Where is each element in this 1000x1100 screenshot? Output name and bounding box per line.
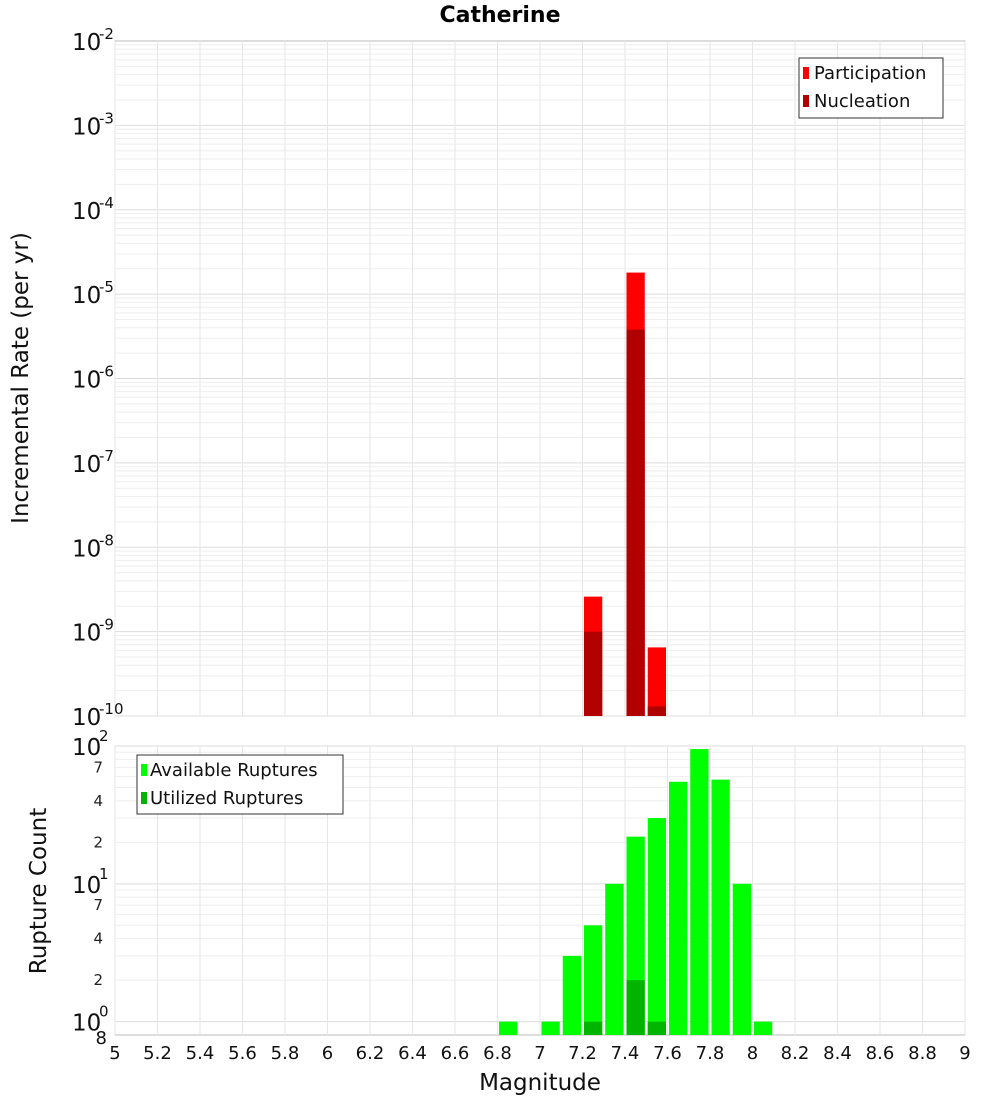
y-minor-tick-label: 4 (93, 792, 103, 810)
y-tick-exponent: -7 (99, 447, 114, 465)
x-tick-label: 7.2 (568, 1043, 597, 1064)
available-ruptures-bar (605, 883, 624, 1035)
y-tick-label: 10 (72, 114, 101, 140)
y-tick-exponent: -10 (99, 700, 124, 718)
legend-swatch-utilized (141, 792, 147, 804)
rate-grid (114, 41, 966, 717)
y-tick-exponent: -3 (99, 109, 114, 127)
y-tick-label: 10 (72, 452, 101, 478)
x-tick-label: 7 (534, 1043, 545, 1064)
y-minor-tick-label: 4 (93, 930, 103, 948)
y-tick-exponent: -8 (99, 531, 114, 549)
utilized-ruptures-bar (647, 1021, 667, 1035)
nucleation-bar (626, 329, 645, 716)
y-tick-exponent: 0 (99, 1003, 109, 1021)
x-tick-label: 5.4 (186, 1043, 215, 1064)
y-minor-tick-label: 8 (96, 1028, 107, 1049)
available-ruptures-bar (732, 883, 752, 1035)
y-tick-exponent: 1 (99, 865, 109, 883)
x-tick-label: 6.6 (441, 1043, 470, 1064)
x-tick-label: 7.6 (653, 1043, 682, 1064)
rate-legend-box (798, 57, 944, 119)
available-ruptures-bar (690, 749, 709, 1035)
y-tick-exponent: -4 (99, 194, 114, 212)
rate-y-axis-label: Incremental Rate (per yr) (8, 232, 34, 524)
x-tick-label: 8.2 (781, 1043, 810, 1064)
y-tick-exponent: -9 (99, 616, 114, 634)
y-tick-exponent: -5 (99, 278, 114, 296)
available-ruptures-bar (668, 781, 688, 1035)
rate-bars (583, 272, 667, 716)
x-tick-label: 8.8 (908, 1043, 937, 1064)
y-minor-tick-label: 2 (93, 833, 103, 851)
y-tick-label: 10 (72, 873, 101, 899)
x-tick-label: 8 (747, 1043, 758, 1064)
x-tick-label: 6.8 (483, 1043, 512, 1064)
count-bars (498, 749, 773, 1035)
nucleation-bar (583, 631, 603, 716)
count-y-axis-label: Rupture Count (26, 808, 52, 974)
x-tick-label: 5.2 (143, 1043, 172, 1064)
x-tick-label: 5 (109, 1043, 120, 1064)
y-tick-label: 10 (72, 368, 101, 394)
y-minor-tick-label: 2 (93, 971, 103, 989)
participation-bar (647, 647, 667, 716)
y-tick-label: 10 (72, 1011, 101, 1037)
y-tick-label: 10 (72, 30, 101, 56)
legend-swatch-nucleation (803, 95, 809, 107)
count-legend-box (136, 754, 344, 815)
available-ruptures-bar (647, 818, 667, 1035)
x-tick-label: 9 (959, 1043, 970, 1064)
rate-legend: Participation Nucleation (798, 57, 944, 119)
nucleation-bar (647, 706, 667, 716)
x-tick-label: 5.8 (271, 1043, 300, 1064)
available-ruptures-bar (498, 1021, 518, 1035)
y-tick-label: 10 (72, 735, 101, 761)
legend-label-utilized: Utilized Ruptures (150, 788, 303, 809)
x-tick-label: 8.6 (866, 1043, 895, 1064)
x-tick-label: 8.4 (823, 1043, 852, 1064)
utilized-ruptures-bar (626, 980, 645, 1035)
y-tick-label: 10 (72, 705, 101, 731)
available-ruptures-bar (583, 925, 603, 1035)
legend-swatch-available (141, 764, 147, 776)
y-tick-exponent: 2 (99, 727, 109, 745)
y-tick-label: 10 (72, 536, 101, 562)
legend-label-nucleation: Nucleation (814, 91, 910, 112)
x-axis-label: Magnitude (479, 1070, 601, 1096)
x-tick-labels: 5 5.2 5.4 5.6 5.8 6 6.2 6.4 6.6 6.8 7 7.2 7.4 7.6 7.8 8… (109, 1043, 970, 1064)
y-minor-tick-label: 7 (93, 896, 103, 914)
x-tick-label: 6.2 (356, 1043, 385, 1064)
x-tick-label: 6 (322, 1043, 333, 1064)
available-ruptures-bar (562, 955, 582, 1035)
x-tick-label: 5.6 (228, 1043, 257, 1064)
y-tick-exponent: -2 (99, 25, 114, 43)
count-legend: Available Ruptures Utilized Ruptures (136, 754, 344, 815)
available-ruptures-bar (541, 1021, 560, 1035)
x-tick-label: 7.8 (696, 1043, 725, 1064)
y-tick-label: 10 (72, 199, 101, 225)
x-tick-label: 7.4 (611, 1043, 640, 1064)
available-ruptures-bar (711, 779, 730, 1035)
x-tick-label: 6.4 (398, 1043, 427, 1064)
y-minor-tick-label: 7 (93, 758, 103, 776)
chart-title: Catherine (439, 3, 560, 28)
y-tick-label: 10 (72, 621, 101, 647)
legend-label-available: Available Ruptures (150, 760, 318, 781)
legend-label-participation: Participation (814, 63, 926, 84)
y-tick-exponent: -6 (99, 363, 114, 381)
available-ruptures-bar (753, 1021, 773, 1035)
legend-swatch-participation (803, 67, 809, 79)
utilized-ruptures-bar (583, 1021, 603, 1035)
y-tick-label: 10 (72, 283, 101, 309)
